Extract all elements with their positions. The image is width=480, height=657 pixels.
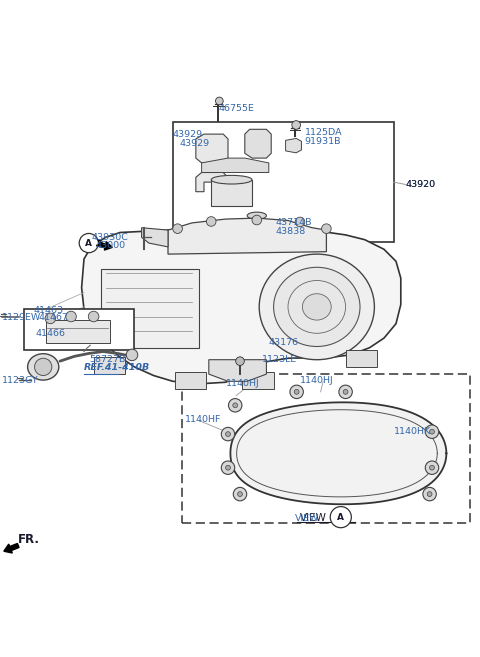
Bar [46,320,110,343]
Circle shape [252,215,262,225]
Circle shape [427,491,432,497]
Circle shape [45,313,56,324]
Circle shape [35,358,52,376]
Polygon shape [245,129,271,158]
Text: VIEW: VIEW [295,514,320,522]
Text: 43714B: 43714B [276,218,312,227]
Text: 46755E: 46755E [218,104,254,113]
Text: 41466: 41466 [36,328,66,338]
Polygon shape [230,402,446,505]
Circle shape [330,507,351,528]
Text: 1140HF: 1140HF [185,415,221,424]
Circle shape [79,233,98,253]
Circle shape [236,357,244,365]
Circle shape [228,399,242,412]
Text: 1123GY: 1123GY [2,376,39,385]
Text: 1123LE: 1123LE [262,355,297,364]
Text: 43000: 43000 [96,241,126,250]
Bar [182,374,470,523]
Polygon shape [82,225,401,384]
Text: 58727B: 58727B [89,355,125,364]
Polygon shape [209,359,266,381]
Circle shape [290,385,303,399]
Circle shape [430,429,434,434]
Circle shape [430,465,434,470]
Bar [211,180,252,206]
FancyArrow shape [4,543,19,553]
Circle shape [423,487,436,501]
Text: FR.: FR. [18,533,40,546]
Text: A: A [337,512,344,522]
Polygon shape [168,218,326,254]
Circle shape [233,487,247,501]
Ellipse shape [250,223,264,228]
Polygon shape [142,228,168,247]
Text: 41463: 41463 [34,306,64,315]
Circle shape [295,217,305,227]
Text: 1140HJ: 1140HJ [300,376,334,385]
Ellipse shape [27,353,59,380]
Ellipse shape [274,267,360,346]
Text: 1140HJ: 1140HJ [226,379,259,388]
Ellipse shape [247,212,266,219]
Text: 43838: 43838 [276,227,306,236]
Text: 1125DA: 1125DA [305,128,342,137]
Text: 41467: 41467 [38,313,69,323]
Bar [94,357,125,374]
Text: 1140HK: 1140HK [394,427,431,436]
Circle shape [292,121,300,129]
Circle shape [206,217,216,226]
Circle shape [226,432,230,436]
FancyBboxPatch shape [101,269,199,348]
Circle shape [233,403,238,408]
Text: REF.41-410B: REF.41-410B [84,363,150,373]
Circle shape [216,97,223,105]
Circle shape [226,465,230,470]
Text: 43920: 43920 [406,180,436,189]
Text: 43929: 43929 [180,139,210,148]
Text: 1129EW: 1129EW [2,313,42,323]
Polygon shape [286,139,301,153]
Ellipse shape [302,294,331,320]
FancyArrow shape [98,242,112,250]
Polygon shape [202,158,269,173]
Text: 43920: 43920 [406,180,436,189]
Circle shape [126,349,138,361]
Polygon shape [196,134,228,192]
Circle shape [66,311,76,322]
Text: 43929: 43929 [173,129,203,139]
Circle shape [339,385,352,399]
Circle shape [238,491,242,497]
Circle shape [425,425,439,438]
Circle shape [173,224,182,233]
Bar [242,372,274,388]
Text: VIEW: VIEW [300,513,327,523]
Text: 43176: 43176 [269,338,299,348]
Ellipse shape [259,254,374,359]
Circle shape [221,428,235,441]
Text: 43930C: 43930C [91,233,128,242]
Bar [24,309,134,350]
Bar [346,350,377,367]
Circle shape [343,390,348,394]
Circle shape [322,224,331,233]
Circle shape [425,461,439,474]
Bar [175,372,206,388]
Circle shape [221,461,235,474]
Text: A: A [85,238,92,248]
Ellipse shape [211,175,252,184]
Bar [173,122,394,242]
Circle shape [294,390,299,394]
Circle shape [88,311,99,322]
Text: 91931B: 91931B [305,137,341,146]
